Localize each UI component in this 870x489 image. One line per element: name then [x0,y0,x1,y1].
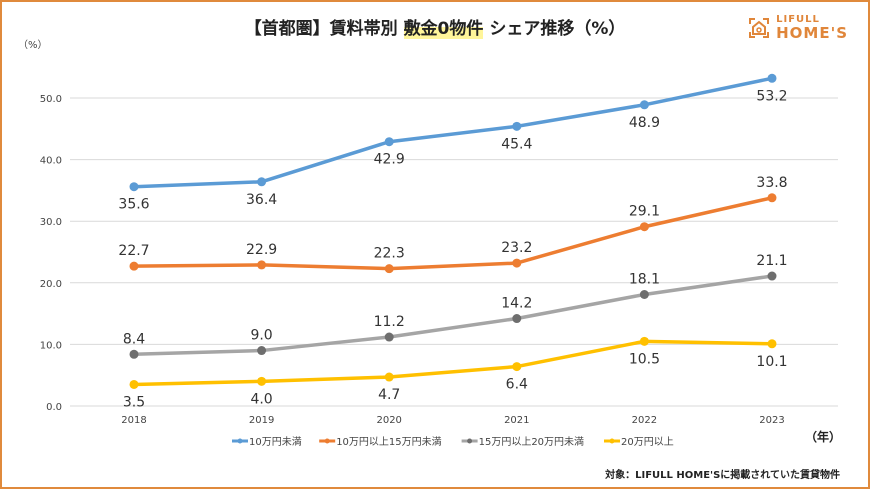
data-point [639,222,649,232]
x-tick-label: 2019 [249,415,274,426]
data-label: 21.1 [756,253,787,269]
legend-marker [467,438,473,444]
data-point [767,339,777,349]
legend-marker [324,438,330,444]
data-point [384,264,394,274]
data-label: 22.9 [246,242,277,258]
data-point [257,376,267,386]
data-point [384,137,394,147]
data-point [384,372,394,382]
y-tick-label: 30.0 [40,217,62,228]
series-line [133,196,773,271]
source-note: 対象：LIFULL HOME'Sに掲載されていた賃貸物件 [605,470,840,481]
legend-label: 10万円以上15万円未満 [336,436,441,448]
data-point [512,362,522,372]
data-label: 9.0 [250,328,272,344]
series-line [133,76,773,189]
logo-line2: HOME'S [776,24,848,42]
x-tick-label: 2020 [376,415,401,426]
x-axis-label: （年） [805,429,841,444]
y-tick-label: 10.0 [40,340,62,351]
x-tick-label: 2018 [121,415,146,426]
data-label: 42.9 [374,152,405,168]
data-label: 14.2 [501,296,532,312]
data-label: 23.2 [501,240,532,256]
data-point [767,73,777,83]
data-label: 6.4 [506,377,528,393]
data-label: 48.9 [629,115,660,131]
title-highlight: 敷金0物件 [403,19,484,39]
data-point [257,346,267,356]
y-tick-label: 40.0 [40,156,62,167]
x-tick-label: 2022 [632,415,657,426]
title-suffix: シェア推移（%） [483,19,626,39]
data-label: 45.4 [501,136,532,152]
data-point [129,182,139,192]
data-point [257,260,267,270]
data-label: 22.7 [118,243,149,259]
data-label: 8.4 [123,331,145,347]
y-tick-label: 0.0 [46,402,62,413]
data-point [384,332,394,342]
data-point [767,271,777,281]
data-label: 10.5 [629,351,660,367]
data-label: 4.0 [250,391,272,407]
series-line [133,339,773,387]
data-point [512,314,522,324]
chart-title: 【首都圏】賃料帯別 敷金0物件 シェア推移（%） [0,14,870,39]
x-tick-label: 2021 [504,415,529,426]
data-label: 22.3 [374,246,405,262]
lifull-homes-logo: LIFULL HOME'S [747,15,848,41]
x-tick-label: 2023 [759,415,784,426]
house-icon [749,18,770,38]
legend-label: 10万円未満 [249,436,302,448]
data-point [129,379,139,389]
legend-marker [237,438,243,444]
data-label: 29.1 [629,204,660,220]
legend-marker [609,438,615,444]
data-label: 33.8 [756,175,787,191]
data-label: 11.2 [374,314,405,330]
data-label: 4.7 [378,387,400,403]
y-tick-label: 50.0 [40,94,62,105]
data-label: 36.4 [246,192,277,208]
y-tick-label: 20.0 [40,279,62,290]
logo-line1: LIFULL [776,14,820,25]
data-label: 35.6 [118,197,149,213]
legend-label: 15万円以上20万円未満 [479,436,584,448]
y-axis-label: （%） [18,39,48,51]
data-point [512,121,522,131]
data-label: 3.5 [123,394,145,410]
data-point [639,100,649,110]
title-prefix: 【首都圏】賃料帯別 [244,19,404,39]
data-point [639,336,649,346]
data-label: 53.2 [756,88,787,104]
data-point [767,193,777,203]
data-point [512,258,522,268]
data-point [639,290,649,300]
legend-label: 20万円以上 [621,436,674,448]
data-point [129,261,139,271]
data-point [257,177,267,187]
data-point [129,349,139,359]
data-label: 18.1 [629,272,660,288]
data-label: 10.1 [756,354,787,370]
series-line [133,274,773,357]
